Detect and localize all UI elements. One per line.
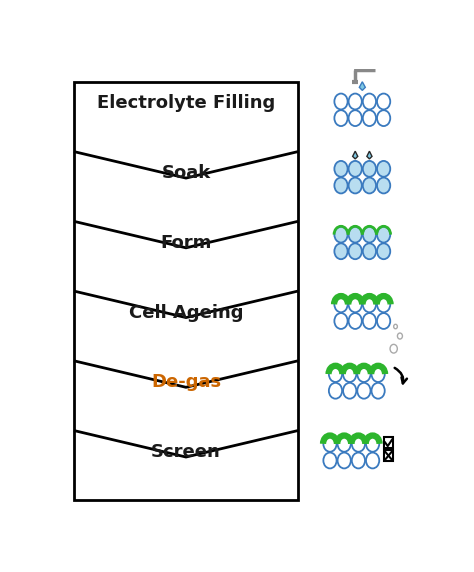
Circle shape [363,94,376,109]
Circle shape [394,324,397,329]
Circle shape [348,177,362,193]
Circle shape [334,227,347,243]
Bar [383,437,393,448]
Circle shape [348,243,362,259]
Text: Form: Form [160,234,212,252]
Circle shape [363,177,376,193]
Circle shape [377,94,390,109]
Text: Screen: Screen [151,443,221,461]
Circle shape [343,366,356,382]
Bar [74,82,298,500]
Circle shape [348,161,362,177]
Circle shape [337,452,351,468]
Circle shape [377,227,390,243]
Circle shape [397,333,402,339]
Circle shape [366,452,379,468]
Circle shape [348,296,362,312]
Polygon shape [367,151,372,159]
Circle shape [377,313,390,329]
Circle shape [334,243,347,259]
Circle shape [334,110,347,126]
Circle shape [377,110,390,126]
Circle shape [348,227,362,243]
Polygon shape [353,151,358,159]
Circle shape [363,161,376,177]
Circle shape [363,110,376,126]
Circle shape [334,161,347,177]
Text: De-gas: De-gas [151,374,221,391]
Text: Soak: Soak [161,164,210,182]
Circle shape [372,383,385,399]
Circle shape [334,94,347,109]
Circle shape [343,383,356,399]
Circle shape [329,383,342,399]
Circle shape [323,452,337,468]
Circle shape [366,436,379,452]
Text: Cell Ageing: Cell Ageing [129,304,243,321]
Circle shape [329,366,342,382]
Circle shape [363,313,376,329]
Circle shape [372,366,385,382]
Circle shape [390,344,397,353]
Circle shape [377,296,390,312]
Circle shape [357,383,371,399]
Circle shape [352,452,365,468]
Circle shape [334,296,347,312]
Bar [383,450,393,462]
Circle shape [363,227,376,243]
Circle shape [363,243,376,259]
Circle shape [337,436,351,452]
Circle shape [348,94,362,109]
Polygon shape [359,82,365,90]
Circle shape [357,366,371,382]
Circle shape [377,177,390,193]
Circle shape [334,177,347,193]
Circle shape [348,110,362,126]
Circle shape [363,296,376,312]
Circle shape [377,161,390,177]
Circle shape [323,436,337,452]
Circle shape [377,243,390,259]
Circle shape [348,313,362,329]
Text: Electrolyte Filling: Electrolyte Filling [97,94,275,113]
Circle shape [352,436,365,452]
Circle shape [334,313,347,329]
